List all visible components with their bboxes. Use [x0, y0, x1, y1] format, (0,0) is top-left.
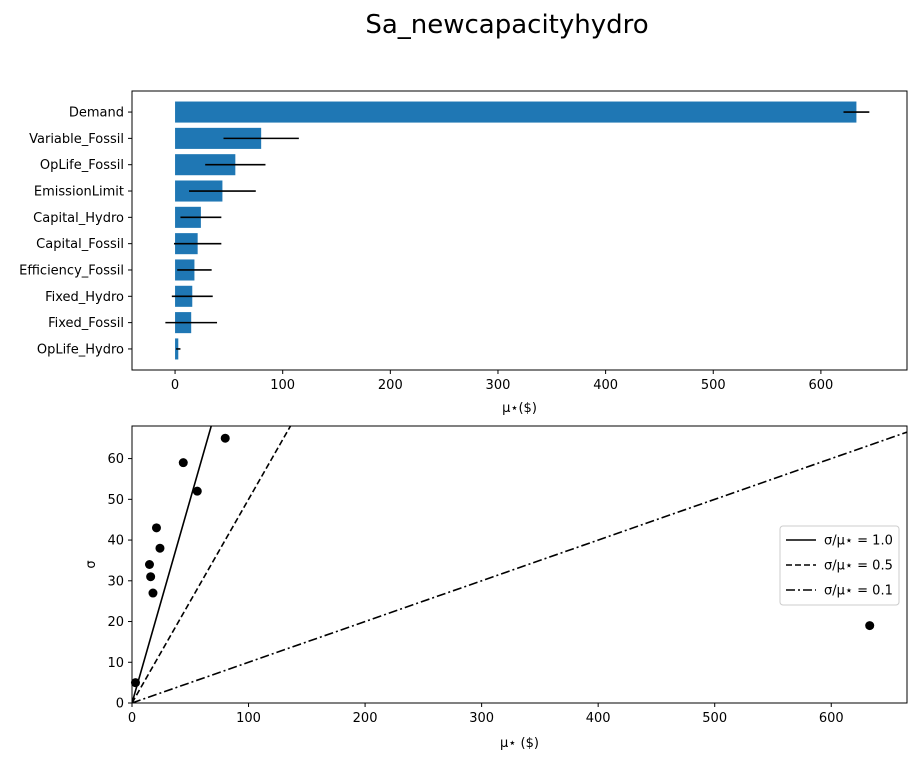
- bar: [175, 127, 262, 149]
- y-axis-label: σ: [84, 560, 99, 568]
- x-tick-label: 400: [593, 378, 618, 393]
- y-tick-label: OpLife_Fossil: [40, 158, 124, 173]
- bar: [175, 101, 857, 123]
- plot-frame: [131, 425, 908, 704]
- y-tick-label: Efficiency_Fossil: [19, 263, 124, 278]
- x-tick-label: 300: [469, 711, 494, 726]
- scatter-point: [220, 433, 230, 443]
- y-tick-label: Fixed_Fossil: [48, 316, 124, 331]
- x-tick-label: 500: [702, 711, 727, 726]
- x-tick-label: 600: [808, 378, 833, 393]
- x-tick-label: 100: [236, 711, 261, 726]
- x-tick-label: 400: [586, 711, 611, 726]
- x-tick-label: 0: [128, 711, 136, 726]
- reference-lines: [132, 426, 907, 703]
- scatter-point: [865, 621, 875, 631]
- y-tick-label: 50: [107, 493, 124, 508]
- scatter-point: [155, 543, 165, 553]
- y-tick-label: Capital_Hydro: [33, 211, 124, 226]
- bar-chart: Demand Variable_Fossil OpLife_Fossil Emissi…: [19, 90, 908, 416]
- y-tick-label: EmissionLimit: [34, 185, 124, 200]
- scatter-point: [146, 572, 156, 582]
- legend: σ/μ⋆ = 1.0 σ/μ⋆ = 0.5 σ/μ⋆ = 0.1: [779, 525, 900, 606]
- x-axis-label: μ⋆ ($): [500, 736, 539, 751]
- y-tick-label: 10: [107, 656, 124, 671]
- y-tick-label: Fixed_Hydro: [45, 290, 124, 305]
- y-tick-label: Variable_Fossil: [29, 132, 124, 147]
- legend-entry: σ/μ⋆ = 0.1: [824, 584, 893, 599]
- x-tick-label: 300: [486, 378, 511, 393]
- x-tick-label: 600: [819, 711, 844, 726]
- x-axis-label: μ⋆($): [502, 401, 537, 416]
- legend-entry: σ/μ⋆ = 0.5: [824, 559, 893, 574]
- x-tick-label: 100: [270, 378, 295, 393]
- y-tick-label: 30: [107, 574, 124, 589]
- x-tick-label: 200: [378, 378, 403, 393]
- y-tick-label: 0: [116, 697, 124, 712]
- x-tick-label: 0: [171, 378, 179, 393]
- legend-box: [779, 525, 900, 606]
- y-tick-label: 20: [107, 615, 124, 630]
- x-tick-label: 500: [701, 378, 726, 393]
- y-tick-label: 40: [107, 534, 124, 549]
- scatter-point: [192, 486, 202, 496]
- y-tick-label: Demand: [69, 106, 124, 121]
- scatter-point: [144, 560, 154, 569]
- scatter-point: [148, 588, 158, 598]
- scatter-chart: 0 100 200 300 400 500 600 0 10 20 30 40 50 60 μ⋆ ($) σ σ…: [84, 425, 908, 751]
- y-tick-label: Capital_Fossil: [36, 237, 124, 252]
- legend-entry: σ/μ⋆ = 1.0: [824, 534, 893, 549]
- figure-title: Sa_newcapacityhydro: [365, 10, 648, 40]
- scatter-point: [178, 458, 188, 468]
- scatter-point: [130, 678, 140, 688]
- scatter-point: [151, 523, 161, 533]
- y-tick-label: 60: [107, 452, 124, 467]
- ratio-line: [132, 431, 907, 703]
- plot-frame: [131, 90, 908, 371]
- y-tick-label: OpLife_Hydro: [37, 342, 124, 357]
- x-tick-label: 200: [353, 711, 378, 726]
